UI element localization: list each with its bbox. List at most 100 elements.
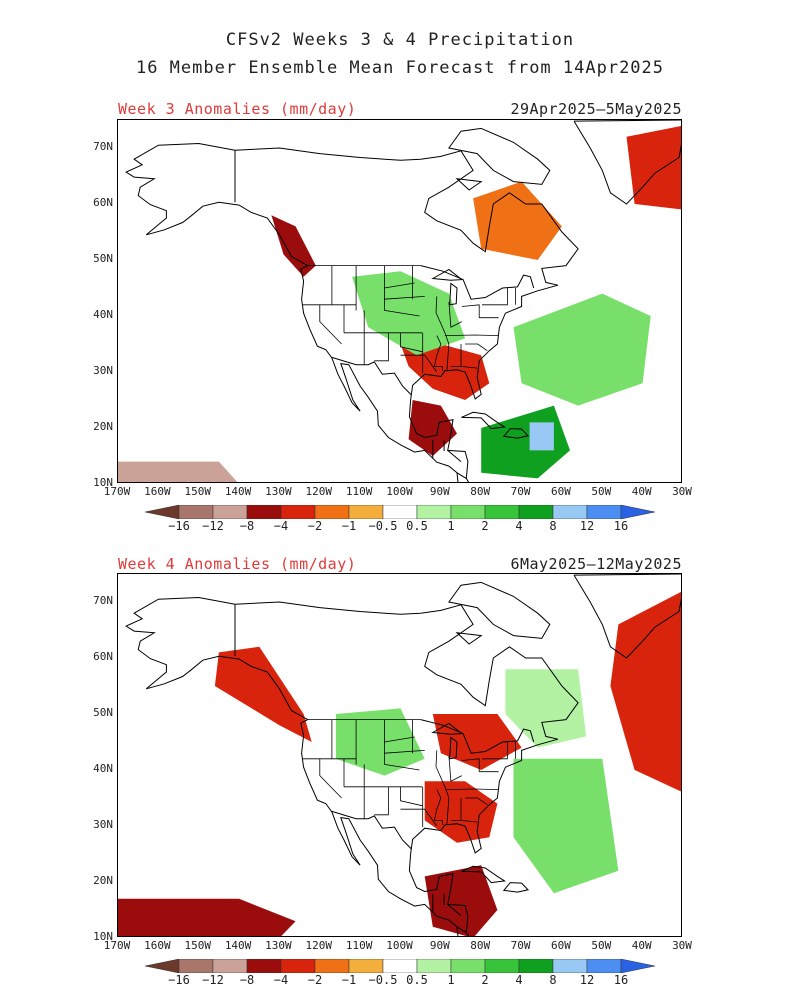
great-lakes-superior: [431, 268, 464, 281]
colorbar-swatch: [620, 958, 656, 974]
anomaly-region-eastern-pacific-10n: [118, 898, 296, 936]
colorbar-swatch: [416, 958, 452, 974]
lon-tick-label: 30W: [672, 485, 692, 498]
colorbar-swatch: [144, 504, 180, 520]
colorbar-label: −12: [202, 519, 224, 533]
state-boundary: [444, 788, 499, 790]
colorbar-swatch: [212, 504, 248, 520]
state-boundary: [435, 750, 446, 787]
panel-1-label: Week 3 Anomalies (mm/day): [118, 100, 357, 118]
colorbar-label: 1: [447, 973, 455, 987]
lon-tick-label: 60W: [550, 939, 571, 952]
lon-tick-label: 50W: [591, 485, 612, 498]
coastline-north-america: [125, 596, 579, 936]
coastline-hudson-islands: [455, 632, 483, 645]
anomaly-region-greenland: [626, 125, 681, 210]
great-lakes-michigan: [449, 736, 458, 760]
state-boundary: [461, 304, 480, 318]
coastline-baffin-island: [448, 581, 551, 639]
panel-2-dates: 6May2025–12May2025: [510, 555, 682, 573]
national-border: [420, 719, 535, 754]
lon-tick-label: 70W: [510, 939, 531, 952]
coastline-hudson-islands: [455, 178, 483, 191]
state-boundary: [461, 758, 480, 772]
colorbar-svg: [144, 504, 656, 520]
colorbar-label: 16: [613, 519, 629, 533]
colorbar-swatch: [314, 958, 350, 974]
colorbar-swatch: [518, 958, 554, 974]
colorbar-label: −2: [307, 519, 323, 533]
colorbar-swatch: [280, 958, 316, 974]
lon-tick-label: 50W: [591, 939, 612, 952]
colorbar-label: −16: [168, 973, 190, 987]
colorbar-label: −8: [239, 519, 255, 533]
colorbar-swatch: [518, 504, 554, 520]
lat-tick-label: 60N: [93, 650, 113, 663]
anomaly-region-central-us: [352, 271, 466, 356]
anomaly-region-gulf-of-mexico-yucatan: [408, 400, 457, 456]
state-boundary: [384, 310, 420, 317]
lon-tick-label: 170W: [103, 939, 131, 952]
state-boundary: [384, 750, 425, 754]
state-boundary: [374, 786, 389, 816]
colorbar-swatch: [314, 504, 350, 520]
colorbar-swatch: [178, 504, 214, 520]
lat-tick-label: 50N: [93, 252, 113, 265]
colorbar-swatch: [348, 504, 384, 520]
colorbar-swatch: [450, 958, 486, 974]
state-boundary: [384, 296, 425, 300]
national-border: [447, 450, 462, 462]
title-line-2: 16 Member Ensemble Mean Forecast from 14…: [135, 58, 665, 78]
colorbar-swatch: [382, 958, 418, 974]
colorbar-label: 12: [579, 519, 595, 533]
state-boundary: [384, 736, 415, 743]
colorbar-label: −8: [239, 973, 255, 987]
lat-tick-label: 70N: [93, 140, 113, 153]
lon-tick-label: 160W: [144, 939, 171, 952]
state-boundary: [319, 758, 342, 799]
lon-tick-label: 40W: [631, 485, 652, 498]
lat-tick-label: 20N: [93, 420, 113, 433]
anomaly-region-western-atlantic: [513, 758, 619, 894]
map-svg: [118, 120, 681, 482]
state-boundary: [444, 334, 499, 336]
coastline-cuba: [461, 411, 507, 430]
lon-tick-label: 60W: [550, 485, 571, 498]
national-border: [456, 472, 467, 479]
lon-tick-label: 120W: [305, 939, 333, 952]
coastline-hispaniola: [502, 882, 529, 893]
state-boundary: [435, 296, 446, 333]
lat-tick-label: 10N: [93, 930, 113, 943]
colorbar-swatch: [382, 504, 418, 520]
lat-tick-label: 30N: [93, 364, 113, 377]
national-border: [331, 810, 412, 850]
colorbar-label: −0.5: [368, 519, 398, 533]
lon-tick-label: 70W: [510, 485, 531, 498]
state-boundary: [460, 366, 478, 369]
national-border: [420, 265, 535, 300]
colorbar-swatch: [178, 958, 214, 974]
lon-tick-label: 130W: [265, 939, 292, 952]
state-boundary: [374, 332, 389, 362]
coastline-greenland: [573, 574, 681, 659]
lon-tick-label: 30W: [672, 939, 692, 952]
panel-2-label: Week 4 Anomalies (mm/day): [118, 555, 357, 573]
lon-tick-label: 130W: [265, 485, 292, 498]
panel-1-dates: 29Apr2025–5May2025: [510, 100, 682, 118]
state-boundary: [482, 742, 508, 760]
colorbar-label: 8: [549, 519, 557, 533]
state-boundary: [465, 797, 488, 806]
colorbar-swatch: [280, 504, 316, 520]
lon-tick-label: 150W: [184, 485, 211, 498]
national-border: [447, 904, 462, 916]
state-boundary: [400, 332, 423, 353]
great-lakes-michigan: [449, 282, 458, 306]
state-boundary: [384, 282, 415, 289]
lon-tick-label: 80W: [470, 485, 491, 498]
colorbar-label: 4: [515, 519, 523, 533]
lon-tick-label: 150W: [184, 939, 211, 952]
colorbar-swatch: [246, 958, 282, 974]
anomaly-region-greenland-north-atlantic: [610, 591, 681, 792]
state-boundary: [465, 343, 488, 352]
lon-tick-label: 40W: [631, 939, 652, 952]
